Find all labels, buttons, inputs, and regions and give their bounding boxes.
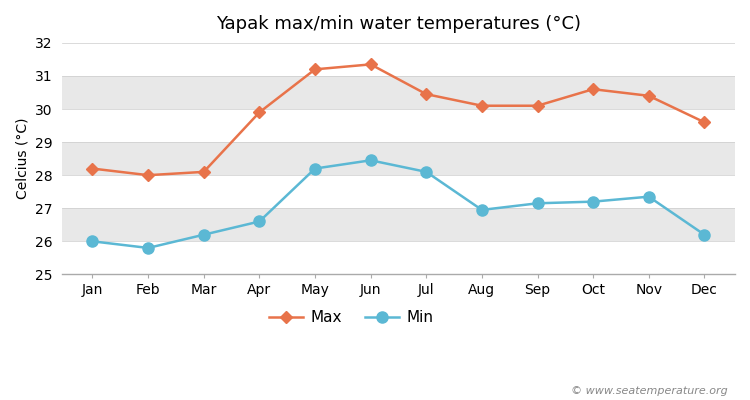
Min: [310, 166, 320, 171]
Min: [366, 158, 375, 163]
Max: [310, 67, 320, 72]
Max: [88, 166, 97, 171]
Line: Max: Max: [88, 60, 709, 179]
Min: [200, 232, 208, 237]
Bar: [62, 109, 735, 142]
Max: [644, 94, 653, 98]
Min: [533, 201, 542, 206]
Bar: [62, 142, 735, 175]
Max: [533, 103, 542, 108]
Max: [700, 120, 709, 125]
Legend: Max, Min: Max, Min: [263, 304, 440, 332]
Bar: [62, 43, 735, 76]
Min: [644, 194, 653, 199]
Bar: [62, 208, 735, 241]
Min: [700, 232, 709, 237]
Bar: [62, 175, 735, 208]
Max: [478, 103, 487, 108]
Bar: [62, 76, 735, 109]
Min: [422, 170, 430, 174]
Line: Min: Min: [87, 155, 710, 254]
Min: [478, 208, 487, 212]
Min: [144, 246, 153, 250]
Text: © www.seatemperature.org: © www.seatemperature.org: [571, 386, 728, 396]
Title: Yapak max/min water temperatures (°C): Yapak max/min water temperatures (°C): [216, 15, 581, 33]
Max: [589, 87, 598, 92]
Max: [255, 110, 264, 115]
Max: [366, 62, 375, 67]
Max: [422, 92, 430, 96]
Y-axis label: Celcius (°C): Celcius (°C): [15, 118, 29, 199]
Min: [589, 199, 598, 204]
Max: [200, 170, 208, 174]
Max: [144, 173, 153, 178]
Min: [88, 239, 97, 244]
Bar: [62, 241, 735, 274]
Min: [255, 219, 264, 224]
